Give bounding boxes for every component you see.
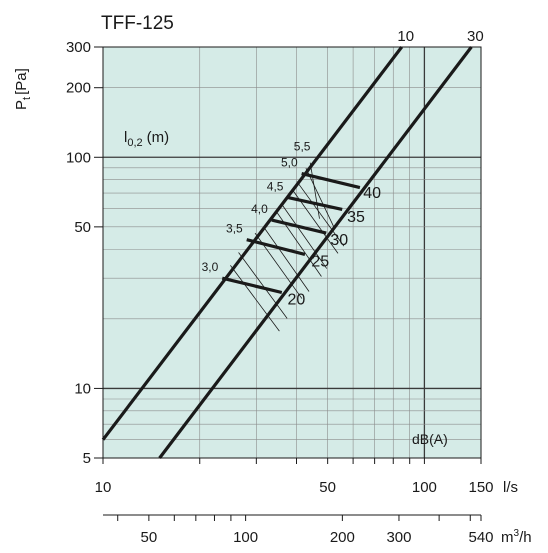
x-tick-label: 10 [95, 479, 112, 496]
throw-hatch-line [305, 167, 336, 229]
x2-tick-label: 300 [386, 529, 411, 546]
throw-label: 5,5 [294, 139, 311, 153]
y-axis-label-sub: t [21, 97, 33, 100]
x-tick-label: 150 [468, 479, 493, 496]
x-tick-label: 100 [412, 479, 437, 496]
x-axis-unit: l/s [503, 479, 518, 496]
x2-axis-unit-tail: /h [519, 529, 532, 546]
x2-tick-label: 200 [330, 529, 355, 546]
y-tick-label: 100 [66, 149, 91, 166]
y-axis-label-main: P [13, 100, 30, 110]
chart-title: TFF-125 [101, 13, 174, 34]
series-label: 10 [397, 28, 414, 45]
db-label: 40 [363, 185, 381, 202]
throw-label: 3,0 [202, 260, 219, 274]
x2-tick-label: 540 [468, 529, 493, 546]
throw-label: 3,5 [226, 222, 243, 236]
throw-label-main: l [124, 129, 127, 146]
series-line [158, 46, 473, 459]
y-tick-label: 5 [83, 450, 91, 467]
throw-hatch [230, 162, 345, 332]
series-line [101, 46, 403, 441]
throw-label-unit: (m) [147, 129, 170, 146]
throw-rung [221, 276, 283, 295]
throw-rung [287, 195, 343, 211]
grid [103, 47, 481, 458]
y-tick-label: 50 [74, 219, 91, 236]
y-tick-label: 200 [66, 80, 91, 97]
throw-label: 5,0 [281, 156, 298, 170]
y-axis-label: Pt [Pa] [13, 68, 33, 110]
series-label: 30 [467, 28, 484, 45]
db-label: 30 [330, 232, 348, 249]
throw-hatch-line [309, 162, 320, 219]
throw-label: 4,5 [267, 179, 284, 193]
db-label: 25 [311, 253, 329, 270]
throw-label: 4,0 [251, 202, 268, 216]
db-label: 35 [347, 209, 365, 226]
throw-rung [271, 218, 327, 235]
x2-axis-unit-sup: 3 [514, 528, 520, 539]
x-tick-label: 50 [319, 479, 336, 496]
throw-rung [246, 238, 306, 256]
x2-axis-unit-main: m [501, 529, 514, 546]
db-label: 20 [287, 292, 305, 309]
y-tick-label: 10 [74, 380, 91, 397]
throw-label: l0,2 (m) [124, 129, 169, 149]
y-tick-label: 300 [66, 39, 91, 56]
y-axis-label-unit: [Pa] [13, 68, 30, 95]
x2-tick-label: 100 [233, 529, 258, 546]
x2-tick-label: 50 [141, 529, 158, 546]
throw-hatch-line [230, 265, 280, 332]
series-lines: 10 30 [101, 28, 484, 459]
throw-label-sub: 0,2 [127, 137, 142, 149]
plot-frame [102, 46, 482, 459]
throw-hatch-line [281, 204, 328, 269]
throw-hatch-line [238, 252, 288, 319]
x2-axis-unit: m3/h [501, 528, 532, 546]
throw-hatch-line [263, 226, 310, 292]
throw-rung [301, 172, 361, 190]
throw-hatch-line [296, 181, 345, 247]
db-axis-label: dB(A) [412, 431, 448, 447]
